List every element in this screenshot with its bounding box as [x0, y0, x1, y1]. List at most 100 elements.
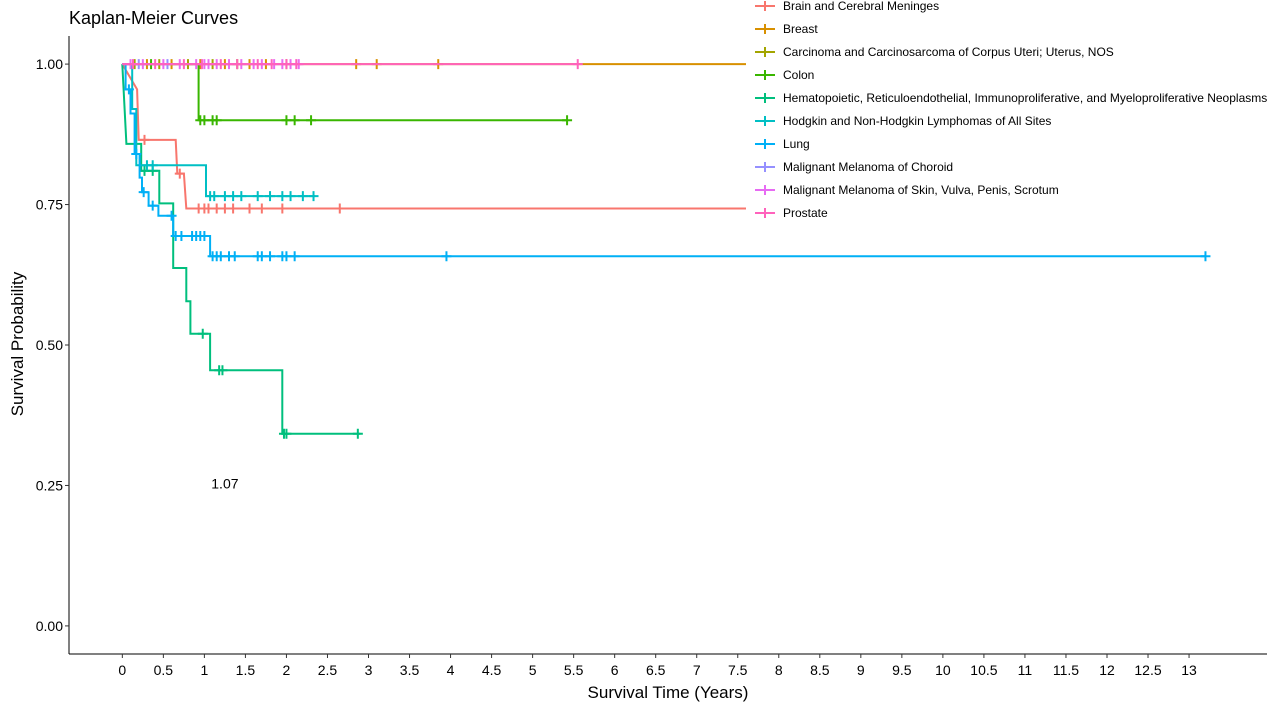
censor-mark: [229, 251, 240, 262]
x-tick-label: 5.5: [564, 662, 584, 678]
censor-mark: [147, 160, 158, 171]
x-tick-label: 8: [775, 662, 783, 678]
legend: Brain and Cerebral Meninges Breast Carcino…: [755, 0, 1267, 220]
censor-mark: [199, 231, 210, 242]
x-tick-label: 13: [1181, 662, 1197, 678]
censor-mark: [244, 203, 255, 214]
legend-item: Colon: [755, 68, 814, 82]
censor-mark: [265, 251, 276, 262]
censor-mark: [232, 59, 243, 70]
censor-mark: [131, 148, 142, 159]
censor-mark: [252, 191, 263, 202]
legend-label: Brain and Cerebral Meninges: [783, 0, 939, 13]
censor-mark: [291, 59, 302, 70]
series-group: [121, 63, 746, 214]
censor-mark: [196, 59, 207, 70]
x-tick-label: 5: [529, 662, 537, 678]
censor-mark: [178, 59, 189, 70]
censor-mark: [128, 59, 139, 70]
annotation-label: 1.07: [211, 475, 238, 491]
legend-key: [755, 185, 775, 195]
legend-key: [755, 1, 775, 11]
axes: 0.000.250.500.751.000 0.5 1 1.5 2 2.5 3 3.5 4 4.5…: [36, 36, 1267, 678]
censor-mark: [166, 210, 177, 221]
x-tick-label: 6: [611, 662, 619, 678]
x-tick-label: 2: [283, 662, 291, 678]
censor-mark: [256, 203, 267, 214]
chart-title: Kaplan-Meier Curves: [69, 8, 238, 28]
censor-mark: [252, 59, 263, 70]
y-tick-label: 0.25: [36, 477, 63, 493]
censor-mark: [334, 203, 345, 214]
censor-mark: [215, 59, 226, 70]
censor-mark: [236, 191, 247, 202]
series-group: [122, 63, 319, 202]
legend-label: Malignant Melanoma of Skin, Vulva, Penis…: [783, 183, 1059, 197]
series-line: [122, 63, 568, 122]
legend-item: Hematopoietic, Reticuloendothelial, Immu…: [755, 91, 1267, 105]
x-tick-label: 9: [857, 662, 865, 678]
x-tick-label: 12: [1099, 662, 1115, 678]
censor-mark: [289, 251, 300, 262]
legend-label: Hematopoietic, Reticuloendothelial, Immu…: [783, 91, 1267, 105]
y-tick-label: 1.00: [36, 56, 63, 72]
legend-key: [755, 116, 775, 126]
censor-mark: [217, 365, 228, 376]
x-tick-label: 10.5: [970, 662, 997, 678]
censor-mark: [211, 115, 222, 126]
legend-label: Prostate: [783, 206, 828, 220]
legend-label: Colon: [783, 68, 814, 82]
censor-mark: [562, 115, 573, 126]
censor-mark: [441, 251, 452, 262]
series-line: [122, 63, 1206, 258]
x-tick-label: 6.5: [646, 662, 666, 678]
x-tick-label: 0: [118, 662, 126, 678]
x-tick-label: 4: [447, 662, 455, 678]
censor-mark: [1200, 251, 1211, 262]
censor-mark: [266, 59, 277, 70]
censor-mark: [209, 191, 220, 202]
x-tick-label: 2.5: [318, 662, 338, 678]
series-group: [122, 59, 583, 70]
x-tick-label: 1: [200, 662, 208, 678]
censor-mark: [138, 187, 149, 198]
legend-key: [755, 139, 775, 149]
x-tick-label: 11.5: [1053, 662, 1079, 678]
censor-mark: [139, 134, 150, 145]
censor-mark: [281, 428, 292, 439]
series-line: [121, 63, 746, 210]
censor-mark: [123, 84, 134, 95]
x-tick-label: 8.5: [810, 662, 830, 678]
x-tick-label: 11: [1018, 662, 1033, 678]
censor-mark: [308, 191, 319, 202]
censor-mark: [277, 203, 288, 214]
legend-item: Malignant Melanoma of Choroid: [755, 160, 953, 174]
legend-key: [755, 70, 775, 80]
legend-label: Breast: [783, 22, 818, 36]
legend-key: [755, 47, 775, 57]
legend-item: Breast: [755, 22, 818, 36]
censor-mark: [297, 191, 308, 202]
legend-label: Carcinoma and Carcinosarcoma of Corpus U…: [783, 45, 1114, 59]
legend-label: Malignant Melanoma of Choroid: [783, 160, 953, 174]
censor-mark: [572, 59, 583, 70]
series-layer: [121, 59, 1211, 439]
censor-mark: [197, 328, 208, 339]
series-line: [122, 63, 316, 198]
y-tick-label: 0.75: [36, 197, 63, 213]
censor-mark: [228, 203, 239, 214]
censor-mark: [174, 168, 185, 179]
censor-mark: [150, 59, 161, 70]
legend-label: Lung: [783, 137, 810, 151]
censor-mark: [176, 231, 187, 242]
legend-item: Malignant Melanoma of Skin, Vulva, Penis…: [755, 183, 1059, 197]
x-tick-label: 0.5: [154, 662, 174, 678]
legend-key: [755, 162, 775, 172]
x-axis-title: Survival Time (Years): [588, 683, 749, 702]
x-tick-label: 9.5: [892, 662, 912, 678]
annotation-layer: 1.07: [211, 475, 238, 491]
censor-mark: [289, 115, 300, 126]
series-group: [121, 64, 363, 439]
x-tick-label: 10: [935, 662, 951, 678]
